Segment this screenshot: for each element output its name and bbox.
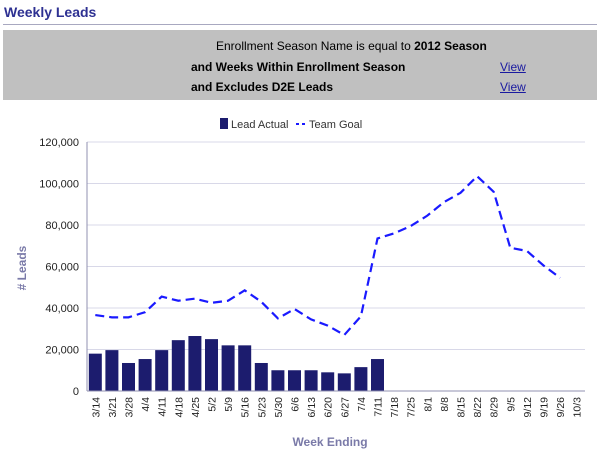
- x-tick-label: 5/16: [240, 397, 252, 418]
- x-tick-label: 8/29: [489, 397, 501, 418]
- bar-lead-actual: [337, 373, 351, 391]
- x-tick-label: 5/30: [273, 397, 285, 418]
- x-tick-label: 7/11: [373, 397, 385, 417]
- y-axis-label: # Leads: [15, 245, 29, 290]
- x-tick-label: 7/25: [406, 397, 418, 418]
- x-tick-label: 8/1: [422, 397, 434, 412]
- x-tick-label: 5/23: [256, 397, 268, 418]
- bar-lead-actual: [371, 359, 384, 391]
- legend-swatch-lead-actual: [220, 118, 228, 129]
- y-tick-label: 100,000: [39, 179, 79, 191]
- x-tick-label: 4/11: [157, 397, 169, 417]
- x-tick-label: 8/15: [456, 397, 468, 418]
- bar-lead-actual: [254, 362, 268, 391]
- x-tick-label: 9/19: [539, 397, 551, 418]
- x-tick-label: 9/5: [505, 397, 517, 412]
- bar-lead-actual: [122, 362, 135, 391]
- y-tick-label: 0: [73, 386, 79, 398]
- bar-lead-actual: [171, 340, 185, 391]
- x-tick-label: 10/3: [572, 397, 584, 418]
- x-tick-label: 8/8: [439, 397, 451, 412]
- x-tick-label: 8/22: [472, 397, 484, 418]
- bar-lead-actual: [238, 345, 252, 391]
- page-title: Weekly Leads: [4, 4, 97, 20]
- x-tick-label: 6/20: [323, 397, 335, 418]
- bar-lead-actual: [221, 345, 235, 391]
- bar-lead-actual: [321, 372, 335, 391]
- x-tick-label: 5/2: [207, 397, 219, 412]
- bar-lead-actual: [205, 339, 218, 391]
- x-tick-label: 5/9: [223, 397, 235, 412]
- filter-text: Enrollment Season Name is equal to: [216, 39, 415, 53]
- bar-lead-actual: [271, 370, 285, 391]
- team-goal-line: [95, 174, 561, 337]
- x-tick-label: 9/12: [522, 397, 534, 418]
- bar-lead-actual: [138, 359, 152, 391]
- filter-line-1: Enrollment Season Name is equal to 2012 …: [216, 39, 487, 53]
- x-tick-label: 9/26: [555, 397, 567, 418]
- x-tick-label: 7/18: [389, 397, 401, 418]
- filter-panel: Enrollment Season Name is equal to 2012 …: [3, 30, 597, 100]
- legend: Lead Actual Team Goal: [220, 118, 362, 131]
- x-tick-label: 3/28: [124, 397, 136, 418]
- x-tick-label: 4/18: [173, 397, 185, 418]
- divider: [3, 24, 597, 25]
- y-tick-label: 80,000: [45, 220, 79, 232]
- y-tick-label: 20,000: [45, 345, 79, 357]
- x-tick-label: 6/6: [290, 397, 302, 412]
- y-tick-label: 40,000: [45, 303, 79, 315]
- bar-lead-actual: [304, 370, 318, 391]
- bar-lead-actual: [354, 367, 368, 391]
- x-tick-label: 6/13: [306, 397, 318, 418]
- x-tick-label: 4/25: [190, 397, 202, 418]
- x-tick-label: 6/27: [339, 397, 351, 418]
- filter-line-2: and Weeks Within Enrollment Season: [191, 60, 406, 74]
- filter-value: 2012 Season: [414, 39, 487, 53]
- x-tick-label: 3/14: [90, 397, 102, 418]
- x-tick-label: 4/4: [140, 397, 152, 412]
- x-tick-label: 7/4: [356, 397, 368, 412]
- x-axis-label: Week Ending: [292, 435, 367, 449]
- bar-lead-actual: [155, 350, 169, 391]
- view-link-d2e[interactable]: View: [500, 80, 526, 94]
- x-tick-label: 3/21: [107, 397, 119, 418]
- bar-lead-actual: [88, 353, 102, 391]
- legend-label-lead-actual: Lead Actual: [231, 119, 289, 131]
- filter-line-3: and Excludes D2E Leads: [191, 80, 334, 94]
- y-tick-label: 120,000: [39, 137, 79, 149]
- bar-lead-actual: [288, 370, 301, 391]
- bar-lead-actual: [188, 336, 202, 391]
- legend-label-team-goal: Team Goal: [309, 119, 362, 131]
- bar-lead-actual: [105, 350, 119, 391]
- view-link-weeks[interactable]: View: [500, 60, 526, 74]
- y-tick-label: 60,000: [45, 262, 79, 274]
